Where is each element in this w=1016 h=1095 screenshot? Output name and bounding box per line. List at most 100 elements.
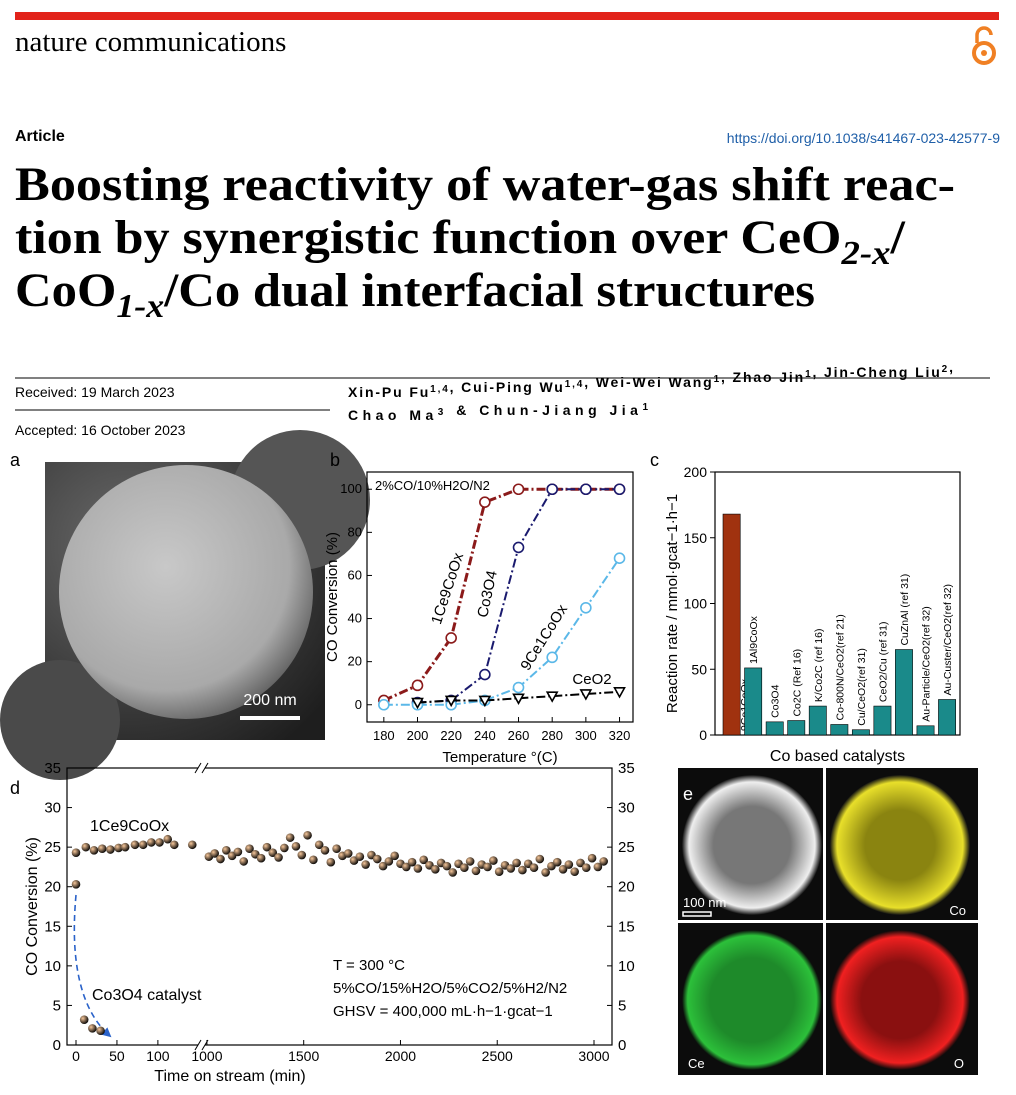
y-tick-label: 20 bbox=[348, 654, 362, 669]
author-affiliation: 1 bbox=[714, 374, 720, 385]
annotation: 5%CO/15%H2O/5%CO2/5%H2/N2 bbox=[333, 980, 567, 997]
point bbox=[245, 844, 254, 854]
point bbox=[411, 697, 424, 710]
y-tick-label: 60 bbox=[348, 567, 362, 582]
point bbox=[445, 632, 457, 644]
x-axis-title: Temperature °(C) bbox=[442, 749, 557, 766]
point bbox=[169, 840, 179, 850]
title-segment: 2-x bbox=[840, 235, 890, 272]
map-label: Co bbox=[949, 903, 966, 918]
point bbox=[570, 867, 579, 876]
point bbox=[71, 848, 81, 857]
map-label: Ce bbox=[688, 1056, 705, 1071]
y-axis-title: CO Conversion (%) bbox=[24, 837, 41, 976]
y-tick-label: 25 bbox=[44, 839, 61, 856]
y2-tick-label: 10 bbox=[618, 958, 635, 975]
x-tick-label: 240 bbox=[474, 728, 496, 743]
author-name: Chao Ma bbox=[348, 407, 434, 423]
axis-break bbox=[194, 1039, 202, 1051]
y2-tick-label: 25 bbox=[618, 839, 635, 856]
y-tick-label: 100 bbox=[684, 596, 708, 612]
point bbox=[413, 864, 423, 873]
x-tick-label: 320 bbox=[609, 728, 631, 743]
point bbox=[419, 855, 428, 865]
category-label: Co3O4 bbox=[770, 684, 782, 717]
point bbox=[587, 853, 597, 863]
bar bbox=[938, 699, 956, 736]
category-label: Au-Particle/CeO2(ref 32) bbox=[921, 606, 933, 722]
y2-tick-label: 0 bbox=[618, 1037, 626, 1054]
author-name: , Wei-Wei Wang bbox=[584, 374, 712, 390]
x-tick-label: 2500 bbox=[482, 1048, 513, 1064]
axis-break bbox=[194, 762, 202, 774]
y-tick-label: 20 bbox=[44, 879, 61, 896]
y-tick-label: 50 bbox=[691, 661, 707, 677]
point bbox=[361, 860, 370, 869]
category-label: 1Al9CoOx bbox=[748, 615, 760, 664]
series-label: 1Ce9CoOx bbox=[90, 818, 169, 835]
point bbox=[599, 857, 608, 866]
plot-frame bbox=[366, 471, 634, 723]
panel-label: a bbox=[10, 450, 21, 470]
author-name: , Zhao Jin bbox=[721, 369, 803, 385]
x-tick-label: 3000 bbox=[578, 1048, 609, 1064]
plot-frame bbox=[66, 767, 613, 1046]
y-tick-label: 0 bbox=[699, 727, 707, 743]
doi-link[interactable]: https://doi.org/10.1038/s41467-023-42577… bbox=[727, 130, 1000, 146]
category-label: Au-Custer/CeO2(ref 32) bbox=[942, 584, 954, 695]
point bbox=[97, 844, 107, 854]
axis-break-gap bbox=[198, 1042, 205, 1048]
point bbox=[407, 857, 417, 867]
x-tick-label: 220 bbox=[440, 728, 462, 743]
title-segment: tion by synergistic function over CeO bbox=[15, 211, 841, 264]
point bbox=[581, 863, 591, 873]
point bbox=[471, 866, 481, 876]
point bbox=[494, 867, 504, 876]
point bbox=[431, 865, 440, 874]
scale-bar-label: 200 nm bbox=[243, 692, 296, 709]
point bbox=[512, 858, 521, 868]
y-tick-label: 15 bbox=[44, 918, 61, 935]
point bbox=[580, 483, 592, 496]
author-name: , Cui-Ping Wu bbox=[450, 379, 563, 395]
category-label: K/Co2C (ref 16) bbox=[813, 629, 825, 703]
author-affiliation: 1,4 bbox=[565, 379, 583, 390]
series-label: CeO2 bbox=[572, 671, 611, 688]
point bbox=[479, 496, 491, 508]
point bbox=[71, 880, 81, 889]
y2-tick-label: 5 bbox=[618, 997, 626, 1014]
header-bar bbox=[15, 12, 999, 20]
bar bbox=[916, 725, 935, 736]
point bbox=[579, 689, 593, 701]
point bbox=[564, 860, 574, 869]
category-label: Co-800N/CeO2(ref 21) bbox=[834, 614, 846, 720]
series-label: 9Ce1CoOx bbox=[517, 601, 571, 673]
point bbox=[326, 857, 336, 867]
point bbox=[479, 668, 491, 681]
panel-label: c bbox=[650, 450, 659, 470]
article-type: Article bbox=[15, 128, 65, 145]
point bbox=[314, 840, 324, 850]
panel-label: d bbox=[10, 778, 20, 798]
sem-image bbox=[0, 430, 370, 780]
category-label: Cu/CeO2(ref 31) bbox=[856, 648, 868, 726]
point bbox=[81, 842, 91, 852]
point bbox=[79, 1015, 89, 1024]
series-label: Co3O4 bbox=[474, 569, 501, 619]
title-segment: 1-x bbox=[116, 288, 164, 325]
map-label: O bbox=[954, 1056, 964, 1071]
point bbox=[187, 840, 197, 850]
point bbox=[262, 842, 272, 852]
y-tick-label: 30 bbox=[44, 800, 61, 817]
point bbox=[216, 854, 225, 864]
author-affiliation: 3 bbox=[438, 407, 444, 418]
bar bbox=[808, 705, 827, 736]
bar bbox=[744, 667, 763, 736]
point bbox=[239, 857, 249, 866]
y-tick-label: 0 bbox=[53, 1037, 61, 1054]
x-axis-title: Time on stream (min) bbox=[154, 1068, 305, 1085]
point bbox=[96, 1026, 105, 1036]
y-tick-label: 5 bbox=[53, 997, 61, 1014]
line-chart: 180 200 220 240 260 280 300 320 0 20 40 60 80 100 Temp… bbox=[324, 471, 634, 766]
